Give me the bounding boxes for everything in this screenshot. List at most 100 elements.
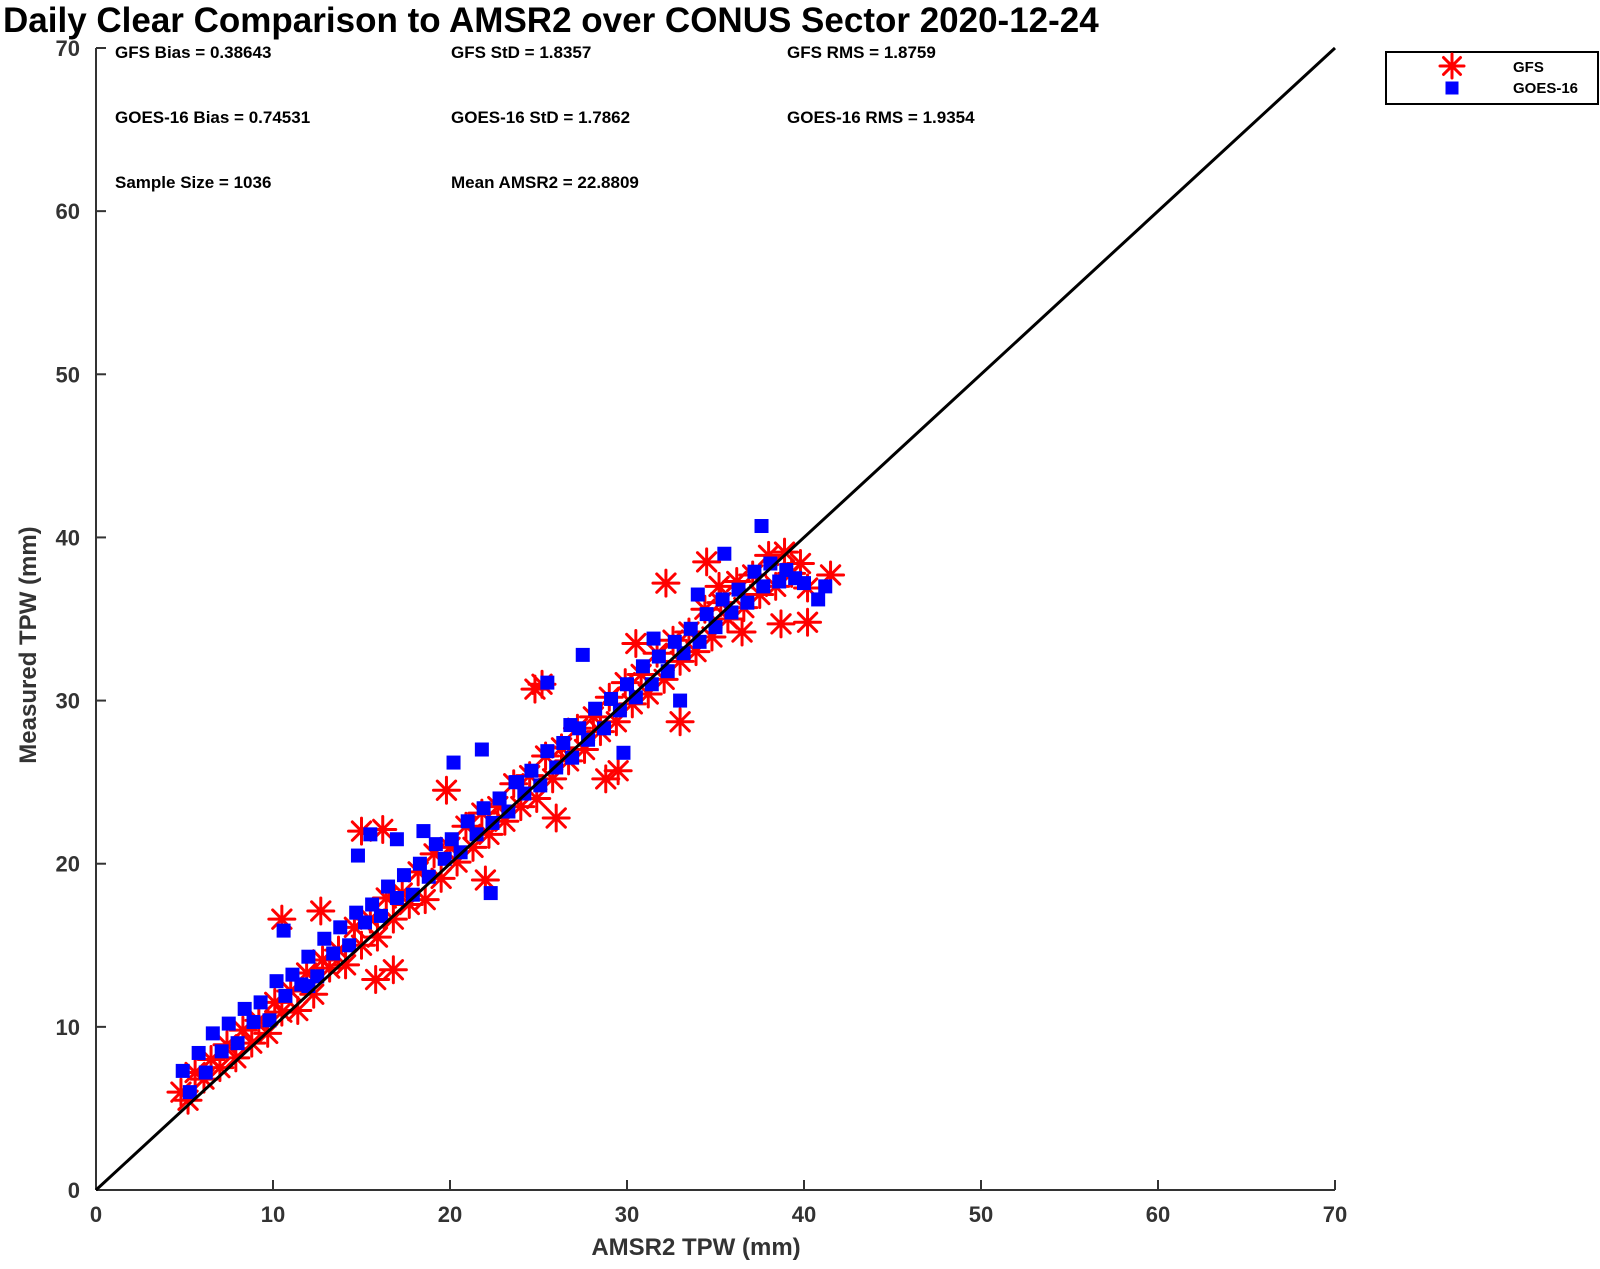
stat-goes-std: GOES-16 StD = 1.7862: [451, 108, 630, 127]
plot-frame: [95, 48, 1335, 1191]
goes16-point: [772, 574, 787, 589]
legend-goes16-square: [1445, 81, 1459, 95]
goes16-point: [446, 755, 461, 770]
goes16-point: [253, 995, 268, 1010]
goes16-point: [620, 677, 634, 692]
goes16-point: [412, 856, 427, 871]
x-tick-label: 10: [261, 1202, 285, 1227]
y-tick-label: 10: [56, 1015, 80, 1040]
x-tick-label: 70: [1323, 1202, 1347, 1227]
goes16-point: [191, 1045, 206, 1060]
goes16-point: [221, 1016, 236, 1031]
goes16-point: [524, 763, 539, 778]
gfs-point: [431, 775, 461, 805]
x-axis-label: AMSR2 TPW (mm): [591, 1234, 800, 1261]
goes16-point: [350, 848, 365, 863]
x-tick-label: 60: [1146, 1202, 1170, 1227]
goes16-point: [437, 851, 452, 866]
goes16-point: [428, 837, 443, 852]
goes16-point: [381, 879, 396, 894]
goes16-point: [389, 832, 404, 847]
goes16-point: [262, 1013, 277, 1028]
goes16-point: [363, 827, 378, 842]
gfs-point: [665, 707, 695, 737]
goes16-point: [358, 915, 373, 930]
y-tick-label: 20: [56, 852, 80, 877]
goes16-point: [389, 890, 404, 905]
goes16-point: [740, 595, 755, 610]
goes16-point: [373, 908, 388, 923]
gfs-point: [651, 568, 681, 598]
stat-mean-amsr2: Mean AMSR2 = 22.8809: [451, 173, 639, 192]
goes16-point: [747, 564, 762, 579]
goes16-point: [563, 718, 578, 733]
legend-gfs-label: GFS: [1513, 59, 1544, 76]
goes16-point: [444, 832, 459, 847]
goes16-point: [405, 887, 420, 902]
goes16-point: [326, 946, 341, 961]
goes16-point: [182, 1085, 197, 1100]
goes16-point: [754, 519, 769, 534]
stat-sample-size: Sample Size = 1036: [115, 173, 271, 192]
goes16-point: [198, 1065, 213, 1080]
goes16-point: [460, 814, 475, 829]
goes16-point: [246, 1014, 261, 1029]
goes16-series: [175, 519, 833, 1100]
legend-gfs-asterisk: [1438, 52, 1466, 80]
x-tick-label: 0: [90, 1202, 102, 1227]
goes16-point: [301, 949, 316, 964]
goes16-point: [690, 587, 705, 602]
y-tick-label: 70: [56, 36, 80, 61]
gfs-point: [541, 803, 571, 833]
y-tick-label: 0: [68, 1178, 80, 1203]
legend: GFS GOES-16: [1385, 51, 1599, 105]
goes16-point: [365, 897, 380, 912]
goes16-point: [616, 745, 631, 760]
stat-gfs-rms: GFS RMS = 1.8759: [787, 43, 936, 62]
goes16-point: [556, 735, 571, 750]
legend-gfs-marker: [1438, 52, 1466, 80]
y-tick-label: 30: [56, 689, 80, 714]
goes16-point: [474, 742, 489, 757]
reference-line: [94, 46, 1337, 1192]
goes16-point: [205, 1026, 220, 1041]
gfs-point: [603, 756, 633, 786]
goes16-point: [811, 592, 826, 607]
goes16-point: [715, 592, 730, 607]
one-to-one-line: [94, 46, 1337, 1192]
goes16-point: [476, 801, 491, 816]
y-axis-ticks: 0 10 20 30 40 50 60 70: [56, 36, 106, 1203]
y-tick-label: 60: [56, 199, 80, 224]
gfs-point: [793, 607, 823, 637]
gfs-point: [766, 609, 796, 639]
goes16-point: [588, 701, 603, 716]
legend-goes16-label: GOES-16: [1513, 80, 1578, 97]
gfs-point: [770, 537, 800, 567]
goes16-point: [797, 576, 811, 591]
x-tick-label: 40: [792, 1202, 816, 1227]
stat-gfs-std: GFS StD = 1.8357: [451, 43, 591, 62]
goes16-point: [540, 744, 555, 759]
gfs-point: [692, 547, 722, 577]
goes16-point: [717, 546, 732, 561]
goes16-point: [651, 649, 666, 664]
legend-box: [1385, 51, 1599, 105]
goes16-point: [175, 1063, 190, 1078]
stats-block: GFS Bias = 0.38643 GFS StD = 1.8357 GFS …: [115, 43, 975, 192]
stat-goes-bias: GOES-16 Bias = 0.74531: [115, 108, 310, 127]
x-axis-ticks: 0 10 20 30 40 50 60 70: [90, 1180, 1347, 1227]
goes16-point: [278, 988, 293, 1003]
stat-gfs-bias: GFS Bias = 0.38643: [115, 43, 271, 62]
y-tick-label: 40: [56, 525, 80, 550]
stat-goes-rms: GOES-16 RMS = 1.9354: [787, 108, 975, 127]
goes16-point: [756, 579, 771, 594]
chart-title: Daily Clear Comparison to AMSR2 over CON…: [3, 1, 1099, 40]
y-tick-label: 50: [56, 362, 80, 387]
goes16-point: [237, 1001, 252, 1016]
gfs-point: [378, 955, 408, 985]
goes16-point: [540, 675, 555, 690]
goes16-point: [699, 607, 714, 622]
goes16-point: [276, 923, 291, 938]
